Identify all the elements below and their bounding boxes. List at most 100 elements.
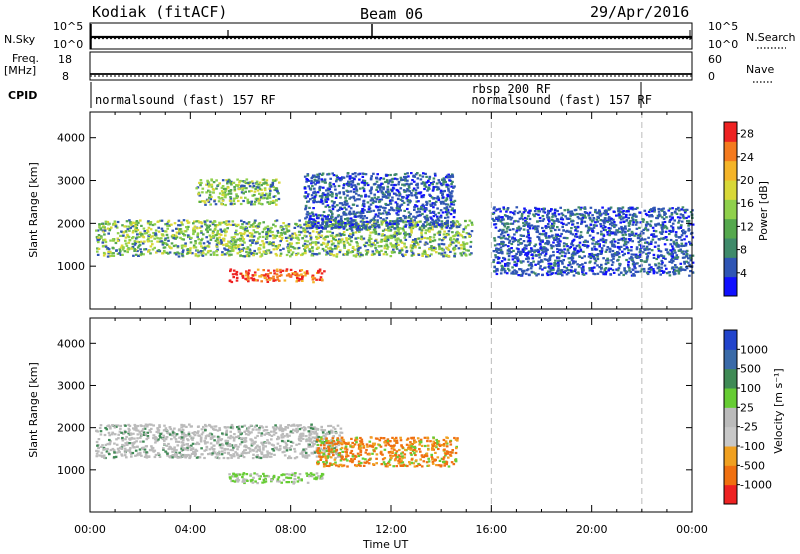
range-gate-cell: [579, 234, 583, 237]
range-gate-cell: [493, 237, 496, 240]
range-gate-cell: [324, 195, 328, 199]
range-gate-cell: [308, 248, 311, 251]
range-gate-cell: [174, 234, 178, 237]
range-gate-cell: [233, 197, 236, 200]
range-gate-cell: [679, 266, 683, 269]
range-gate-cell: [374, 230, 377, 233]
range-gate-cell: [274, 279, 277, 282]
range-gate-cell: [570, 255, 574, 259]
range-gate-cell: [208, 196, 211, 199]
range-gate-cell: [383, 193, 386, 196]
range-gate-cell: [441, 200, 445, 203]
range-gate-cell: [385, 180, 389, 183]
range-gate-cell: [256, 279, 259, 282]
range-gate-cell: [311, 221, 314, 225]
range-gate-cell: [199, 200, 202, 203]
range-gate-cell: [289, 274, 292, 277]
range-gate-cell: [334, 225, 337, 228]
range-gate-cell: [275, 187, 279, 190]
range-gate-cell: [380, 234, 384, 237]
range-gate-cell: [684, 230, 687, 233]
range-gate-cell: [213, 253, 216, 256]
range-gate-cell: [430, 253, 433, 256]
range-gate-cell: [564, 252, 567, 255]
range-gate-cell: [429, 236, 432, 239]
range-gate-cell: [390, 183, 393, 186]
range-gate-cell: [499, 251, 503, 254]
range-gate-cell: [225, 220, 228, 223]
range-gate-cell: [452, 209, 456, 212]
range-gate-cell: [657, 256, 660, 259]
range-gate-cell: [528, 225, 531, 228]
range-gate-cell: [198, 181, 201, 184]
range-gate-cell: [352, 197, 356, 200]
range-gate-cell: [583, 244, 587, 247]
range-gate-cell: [211, 232, 215, 235]
range-gate-cell: [239, 179, 242, 183]
range-gate-cell: [372, 228, 376, 231]
range-gate-cell: [284, 232, 287, 235]
range-gate-cell: [599, 252, 603, 255]
range-gate-cell: [544, 247, 548, 250]
range-gate-cell: [252, 229, 256, 232]
range-gate-cell: [448, 205, 452, 208]
range-gate-cell: [134, 224, 137, 228]
range-gate-cell: [451, 223, 455, 226]
range-gate-cell: [251, 225, 255, 228]
range-gate-cell: [600, 263, 603, 266]
range-gate-cell: [554, 259, 557, 262]
range-gate-cell: [511, 240, 515, 243]
range-gate-cell: [612, 271, 616, 274]
range-gate-cell: [104, 240, 108, 244]
range-gate-cell: [573, 252, 576, 255]
range-gate-cell: [297, 241, 300, 244]
range-gate-cell: [442, 183, 445, 186]
range-gate-cell: [275, 426, 279, 429]
range-gate-cell: [606, 231, 609, 234]
range-gate-cell: [612, 238, 616, 241]
range-gate-cell: [161, 229, 165, 232]
range-gate-cell: [245, 248, 248, 251]
range-gate-cell: [678, 219, 681, 222]
range-gate-cell: [367, 228, 370, 232]
range-gate-cell: [208, 193, 212, 197]
range-gate-cell: [627, 252, 630, 255]
range-gate-cell: [181, 223, 184, 226]
range-gate-cell: [245, 271, 248, 274]
range-gate-cell: [459, 233, 462, 236]
range-gate-cell: [691, 261, 695, 264]
range-gate-cell: [597, 210, 601, 214]
range-gate-cell: [613, 240, 617, 243]
range-gate-cell: [280, 274, 283, 277]
range-gate-cell: [337, 242, 340, 245]
range-gate-cell: [119, 250, 122, 253]
range-gate-cell: [657, 207, 660, 211]
range-gate-cell: [506, 233, 510, 236]
range-gate-cell: [648, 270, 652, 273]
range-gate-cell: [246, 275, 250, 278]
range-gate-cell: [248, 235, 252, 238]
range-gate-cell: [450, 203, 453, 206]
range-gate-cell: [424, 252, 427, 255]
range-gate-cell: [454, 234, 457, 237]
range-gate-cell: [312, 191, 316, 194]
range-gate-cell: [231, 248, 235, 251]
range-gate-cell: [518, 250, 521, 253]
range-gate-cell: [337, 220, 340, 223]
range-gate-cell: [420, 229, 424, 232]
range-gate-cell: [502, 228, 505, 231]
range-gate-cell: [116, 237, 120, 240]
range-gate-cell: [369, 210, 373, 213]
range-gate-cell: [648, 251, 651, 254]
range-gate-cell: [324, 235, 327, 239]
range-gate-cell: [329, 220, 332, 223]
range-gate-cell: [648, 263, 651, 266]
range-gate-cell: [582, 269, 585, 272]
range-gate-cell: [547, 236, 551, 239]
range-gate-cell: [387, 203, 390, 206]
range-gate-cell: [182, 249, 185, 252]
noise-right-label: N.Search: [746, 31, 796, 44]
range-gate-cell: [394, 246, 398, 249]
range-gate-cell: [493, 219, 496, 222]
range-gate-cell: [457, 234, 460, 237]
